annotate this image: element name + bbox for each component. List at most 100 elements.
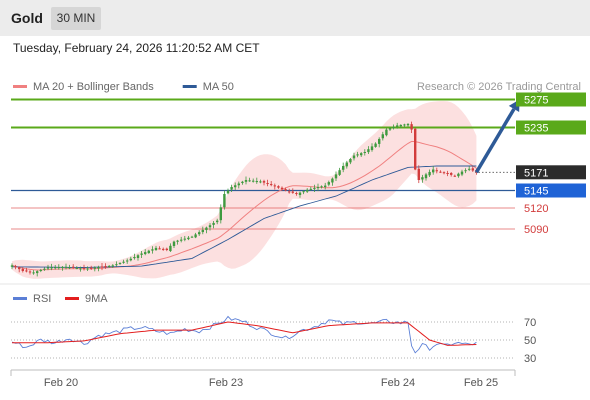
- resistance-label-5275: 5275: [524, 95, 548, 107]
- legend-swatch-1: [182, 85, 197, 88]
- resistance-label-5235-box: [516, 120, 586, 135]
- candle-body: [28, 271, 32, 273]
- candle-body: [144, 252, 147, 255]
- ma50-line: [12, 165, 477, 268]
- candle-body: [108, 265, 111, 267]
- candle-body: [273, 185, 276, 187]
- candle-body: [115, 264, 118, 266]
- candle-body: [349, 159, 352, 163]
- candle-body: [14, 266, 17, 268]
- candle-body: [205, 227, 208, 231]
- candle-body: [432, 169, 435, 173]
- candle-body: [378, 138, 381, 144]
- candle-body: [360, 153, 363, 156]
- candle-body: [320, 186, 323, 188]
- x-tick-label: Feb 25: [464, 377, 498, 389]
- candle-body: [324, 185, 327, 188]
- chart-header: Gold 30 MIN: [0, 0, 590, 37]
- candle-body: [316, 187, 320, 189]
- candle-body: [50, 267, 53, 269]
- resistance-label-5275-box: [516, 92, 586, 107]
- candle-body: [194, 234, 197, 238]
- candle-body: [370, 146, 374, 151]
- candle-body: [172, 241, 176, 247]
- candle-body: [406, 124, 410, 126]
- candle-body: [298, 192, 302, 195]
- x-tick-label: Feb 23: [209, 377, 243, 389]
- candle-body: [417, 168, 420, 180]
- candle-body: [64, 266, 68, 268]
- candle-body: [90, 267, 93, 269]
- candle-body: [25, 270, 28, 272]
- level-label-5120: 5120: [524, 203, 548, 215]
- candle-body: [367, 149, 370, 153]
- candle-body: [126, 260, 129, 262]
- candle-body: [133, 257, 136, 259]
- last-price-label-box: [516, 165, 586, 180]
- candle-body: [277, 186, 280, 188]
- legend-swatch-0: [13, 85, 27, 88]
- candle-body: [39, 269, 42, 271]
- candle-body: [93, 267, 96, 269]
- candle-body: [154, 247, 158, 251]
- candle-body: [313, 187, 316, 189]
- candle-body: [10, 265, 14, 267]
- legend-label-0: MA 20 + Bollinger Bands: [33, 81, 154, 93]
- candle-body: [302, 191, 305, 193]
- candle-body: [306, 189, 309, 192]
- candle-body: [165, 248, 168, 250]
- candle-body: [284, 189, 287, 191]
- interval-button[interactable]: 30 MIN: [51, 7, 101, 30]
- candle-body: [57, 267, 60, 269]
- candle-body: [68, 267, 71, 269]
- candle-body: [291, 191, 294, 193]
- ma20-line: [11, 140, 477, 271]
- candle-body: [223, 194, 226, 208]
- candle-body: [410, 124, 413, 130]
- candle-body: [468, 168, 471, 170]
- candle-body: [147, 250, 150, 254]
- credit-text: Research © 2026 Trading Central: [417, 81, 581, 93]
- candle-body: [187, 237, 190, 240]
- candle-body: [385, 129, 388, 136]
- candle-body: [158, 248, 161, 250]
- candle-body: [428, 171, 431, 176]
- candle-body: [446, 173, 449, 175]
- candle-body: [363, 152, 366, 153]
- candle-body: [208, 225, 212, 228]
- candle-body: [266, 183, 269, 185]
- candle-body: [226, 190, 230, 194]
- candle-body: [392, 126, 395, 129]
- rsi-legend-label-1: 9MA: [85, 293, 108, 305]
- resistance-label-5235: 5235: [524, 123, 548, 135]
- projection-arrow-line: [474, 108, 516, 174]
- candle-body: [241, 181, 244, 184]
- level-label-5090: 5090: [524, 224, 548, 236]
- candle-body: [97, 267, 100, 269]
- candle-body: [414, 128, 417, 170]
- candle-body: [129, 258, 132, 261]
- candle-body: [457, 173, 460, 177]
- rsi-tick-50: 50: [524, 335, 536, 347]
- rsi-tick-70: 70: [524, 317, 536, 329]
- candle-body: [190, 236, 194, 238]
- last-price-label: 5171: [524, 167, 548, 179]
- candle-body: [280, 187, 284, 190]
- candle-body: [219, 207, 222, 221]
- candle-body: [345, 162, 348, 167]
- candle-body: [464, 170, 467, 172]
- candle-body: [442, 172, 446, 174]
- rsi-legend-swatch-1: [65, 297, 79, 300]
- chart-datetime: Tuesday, February 24, 2026 11:20:52 AM C…: [13, 41, 260, 55]
- candle-body: [237, 183, 240, 186]
- candle-body: [309, 188, 312, 190]
- candle-body: [334, 174, 338, 179]
- candle-body: [32, 272, 35, 274]
- candle-body: [352, 155, 356, 159]
- candle-body: [374, 143, 377, 147]
- candle-body: [122, 261, 125, 263]
- candle-body: [111, 265, 114, 267]
- candle-body: [460, 171, 464, 175]
- candle-body: [259, 181, 262, 183]
